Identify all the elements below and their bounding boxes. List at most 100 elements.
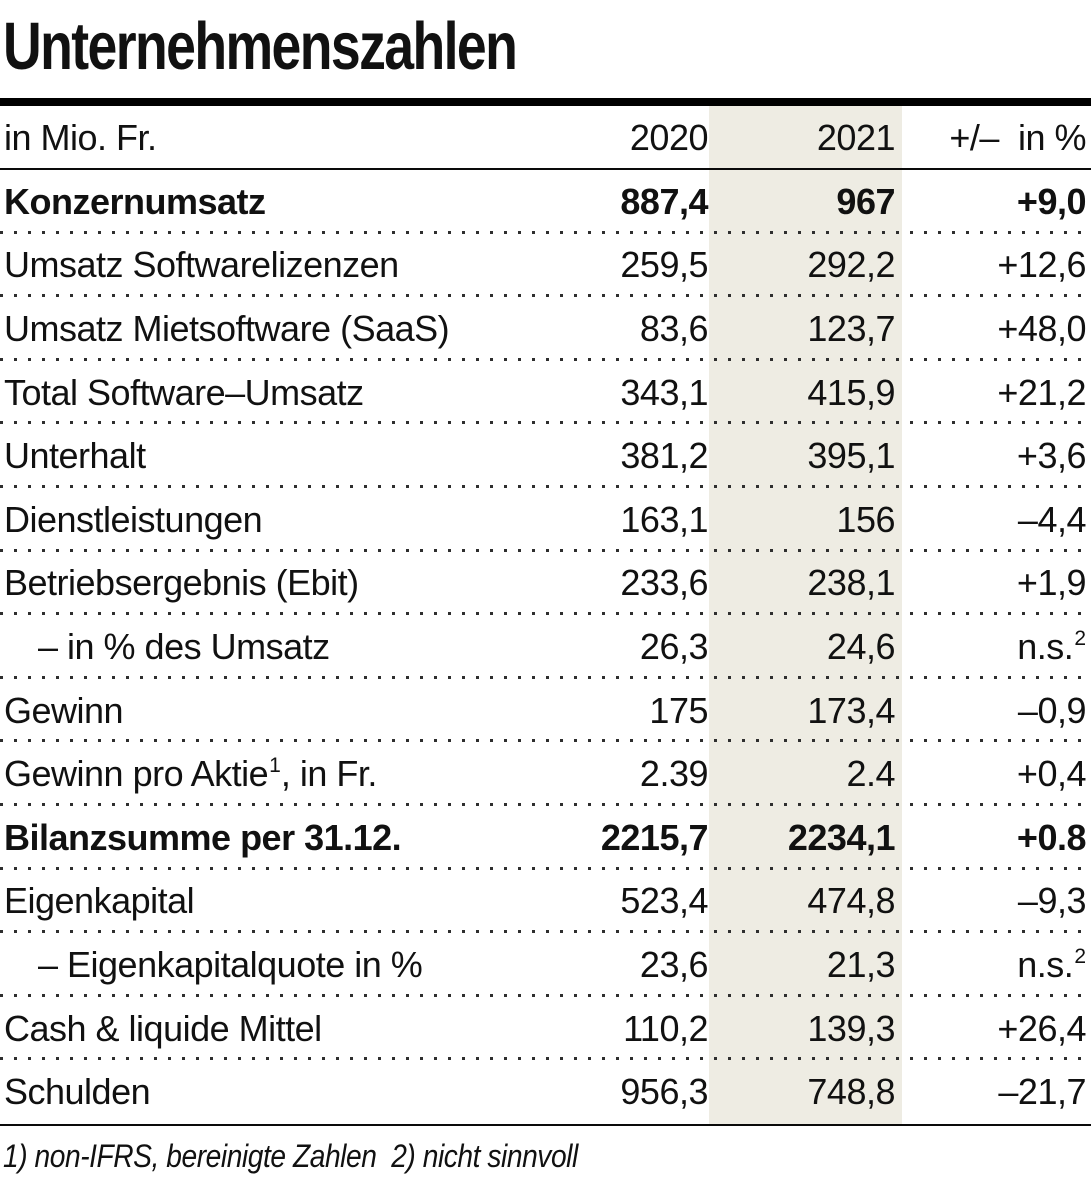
value-2021: 238,1: [807, 562, 895, 604]
value-2020: 2215,7: [600, 816, 709, 858]
value-2021: 474,8: [807, 880, 895, 922]
row-label-text: Dienstleistungen: [4, 498, 263, 540]
footnote-marker: 1: [269, 754, 281, 778]
table-row: Umsatz Softwarelizenzen 259,5 292,2 +12,6: [0, 234, 1091, 298]
value-change-text: n.s.: [1017, 625, 1074, 667]
row-label-text: Betriebsergebnis (Ebit): [4, 562, 359, 604]
value-2021: 748,8: [807, 1071, 895, 1113]
column-header-2021: 2021: [816, 116, 896, 158]
value-change-text: +48,0: [997, 307, 1086, 349]
value-2020: 259,5: [620, 244, 708, 286]
row-label: Konzernumsatz: [4, 181, 538, 223]
row-label-text: Unterhalt: [4, 435, 146, 477]
value-2021: 292,2: [807, 244, 895, 286]
row-label: Gewinn: [4, 690, 538, 732]
column-header-2020: 2020: [629, 116, 709, 158]
row-label: Umsatz Softwarelizenzen: [4, 244, 538, 286]
row-label-text: Umsatz Mietsoftware (SaaS): [4, 307, 450, 349]
table-row: Betriebsergebnis (Ebit) 233,6 238,1 +1,9: [0, 552, 1091, 616]
value-2020: 381,2: [620, 435, 708, 477]
value-change: +48,0: [895, 308, 1086, 350]
column-header-change: +/– in %: [949, 116, 1086, 158]
value-change: +0.8: [895, 817, 1087, 859]
table-row: Schulden 956,3 748,8 –21,7: [0, 1060, 1091, 1124]
value-change: +0,4: [895, 753, 1087, 795]
value-2021: 2234,1: [787, 816, 896, 858]
value-2020: 2.39: [639, 753, 709, 795]
page-title: Unternehmenszahlen: [3, 9, 518, 84]
value-change: –9,3: [895, 880, 1087, 922]
table-row: Umsatz Mietsoftware (SaaS) 83,6 123,7 +48,0: [0, 297, 1091, 361]
row-label: Unterhalt: [4, 435, 538, 477]
row-label: Cash & liquide Mittel: [4, 1008, 538, 1050]
value-change: –4,4: [895, 498, 1087, 541]
footnote-marker: 2: [1074, 944, 1086, 968]
value-change: +21,2: [895, 372, 1086, 414]
row-label: Total Software–Umsatz: [4, 372, 538, 414]
value-2020: 887,4: [620, 180, 708, 222]
row-label: Eigenkapital: [4, 880, 538, 922]
row-label: Umsatz Mietsoftware (SaaS): [4, 308, 538, 350]
value-change-text: –4,4: [1017, 498, 1087, 540]
row-label-text: Konzernumsatz: [4, 180, 266, 222]
value-2020: 956,3: [620, 1071, 708, 1113]
row-label: – Eigenkapitalquote in %: [4, 944, 538, 986]
row-label-text: Umsatz Softwarelizenzen: [4, 244, 399, 286]
value-change-text: +9,0: [1016, 180, 1087, 222]
table-row: Bilanzsumme per 31.12. 2215,7 2234,1 +0.8: [0, 806, 1091, 870]
value-change: n.s.2: [895, 626, 1086, 668]
table-row: Konzernumsatz 887,4 967 +9,0: [0, 170, 1091, 234]
value-2021: 415,9: [807, 371, 895, 413]
table-row: Gewinn 175 173,4 –0,9: [0, 679, 1091, 743]
bottom-rule: [0, 1124, 1091, 1126]
value-2020: 343,1: [620, 371, 708, 413]
figures-table: in Mio. Fr. 2020 2021 +/– in % Konzernum…: [0, 107, 1091, 1124]
top-rule: [0, 98, 1091, 106]
table-row: Total Software–Umsatz 343,1 415,9 +21,2: [0, 361, 1091, 425]
value-2021: 123,7: [807, 307, 895, 349]
value-change: +3,6: [895, 435, 1087, 477]
value-2021: 156: [836, 498, 895, 540]
highlight-column-band-2021: [709, 106, 902, 1124]
row-label: Dienstleistungen: [4, 499, 538, 541]
value-change: +26,4: [895, 1008, 1086, 1050]
row-label-text: – in % des Umsatz: [38, 625, 330, 667]
row-label-text: Cash & liquide Mittel: [4, 1007, 322, 1049]
value-change: +9,0: [895, 180, 1087, 223]
value-change-text: n.s.: [1017, 943, 1074, 985]
value-2021: 395,1: [807, 435, 895, 477]
table-row: Unterhalt 381,2 395,1 +3,6: [0, 424, 1091, 488]
row-label-text: – Eigenkapitalquote in %: [38, 943, 423, 985]
value-change: +1,9: [895, 562, 1087, 604]
row-label-text: Total Software–Umsatz: [4, 371, 364, 413]
table-row: Eigenkapital 523,4 474,8 –9,3: [0, 870, 1091, 934]
value-2021: 2.4: [846, 753, 895, 795]
value-2020: 163,1: [620, 498, 708, 540]
value-change-text: +26,4: [997, 1007, 1086, 1049]
value-change-text: +12,6: [997, 244, 1086, 286]
value-change-text: +21,2: [997, 371, 1086, 413]
row-label-suffix: , in Fr.: [280, 753, 378, 795]
footnote: 1) non-IFRS, bereinigte Zahlen 2) nicht …: [3, 1138, 578, 1174]
table-row: – Eigenkapitalquote in % 23,6 21,3 n.s.2: [0, 933, 1091, 997]
row-label-text: Gewinn pro Aktie: [4, 753, 269, 795]
value-change-text: +1,9: [1016, 562, 1087, 604]
value-2021: 967: [836, 180, 895, 222]
table-body: Konzernumsatz 887,4 967 +9,0 Umsatz Software…: [0, 170, 1091, 1124]
table-header-row: in Mio. Fr. 2020 2021 +/– in %: [0, 107, 1091, 170]
footnote-marker: 2: [1074, 626, 1086, 650]
value-change-text: +3,6: [1016, 435, 1087, 477]
value-change: n.s.2: [895, 944, 1086, 986]
value-2020: 523,4: [620, 880, 708, 922]
row-label: – in % des Umsatz: [4, 626, 538, 668]
value-2020: 23,6: [639, 943, 709, 985]
row-label-text: Bilanzsumme per 31.12.: [4, 816, 402, 858]
table-row: Dienstleistungen 163,1 156 –4,4: [0, 488, 1091, 552]
value-2020: 110,2: [623, 1007, 708, 1049]
value-change: –21,7: [895, 1071, 1086, 1113]
value-2021: 173,4: [807, 689, 895, 731]
value-2020: 175: [649, 689, 708, 731]
value-change: –0,9: [895, 690, 1087, 732]
row-label-text: Gewinn: [4, 689, 124, 731]
